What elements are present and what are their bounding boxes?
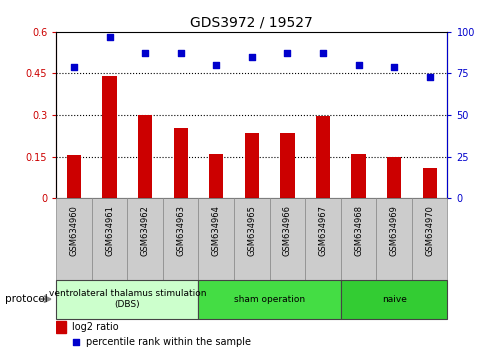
Point <box>283 51 291 56</box>
Point <box>70 64 78 70</box>
Point <box>105 34 113 40</box>
Bar <box>92 198 127 280</box>
Bar <box>422 168 436 198</box>
Bar <box>198 198 234 280</box>
Bar <box>305 198 340 280</box>
Point <box>212 62 220 68</box>
Bar <box>269 198 305 280</box>
Bar <box>351 154 365 198</box>
Bar <box>198 280 340 319</box>
Bar <box>340 280 447 319</box>
Text: GSM634964: GSM634964 <box>211 205 220 256</box>
Bar <box>280 133 294 198</box>
Text: log2 ratio: log2 ratio <box>72 321 118 332</box>
Text: percentile rank within the sample: percentile rank within the sample <box>85 337 250 348</box>
Bar <box>209 154 223 198</box>
Bar <box>173 127 187 198</box>
Text: protocol: protocol <box>5 294 47 304</box>
Bar <box>67 155 81 198</box>
Point <box>72 340 80 346</box>
Text: GSM634965: GSM634965 <box>247 205 256 256</box>
Bar <box>163 198 198 280</box>
Text: GSM634966: GSM634966 <box>283 205 291 256</box>
Point <box>318 51 326 56</box>
Text: GSM634961: GSM634961 <box>105 205 114 256</box>
Bar <box>315 116 329 198</box>
Bar <box>56 321 66 333</box>
Text: GSM634960: GSM634960 <box>69 205 79 256</box>
Bar <box>244 133 259 198</box>
Point <box>389 64 397 70</box>
Text: GSM634969: GSM634969 <box>389 205 398 256</box>
Bar <box>127 198 163 280</box>
Text: ventrolateral thalamus stimulation
(DBS): ventrolateral thalamus stimulation (DBS) <box>48 290 205 309</box>
Bar <box>56 280 198 319</box>
Text: naive: naive <box>381 295 406 304</box>
Text: GSM634962: GSM634962 <box>141 205 149 256</box>
Title: GDS3972 / 19527: GDS3972 / 19527 <box>190 15 313 29</box>
Point <box>141 51 149 56</box>
Point <box>177 51 184 56</box>
Text: GSM634963: GSM634963 <box>176 205 185 256</box>
Bar <box>411 198 447 280</box>
Text: GSM634968: GSM634968 <box>353 205 362 256</box>
Bar <box>340 198 376 280</box>
Point <box>425 74 433 80</box>
Point <box>247 54 255 59</box>
Bar <box>376 198 411 280</box>
Bar <box>56 198 92 280</box>
Bar <box>102 76 117 198</box>
Text: GSM634967: GSM634967 <box>318 205 327 256</box>
Text: sham operation: sham operation <box>234 295 305 304</box>
Bar <box>138 115 152 198</box>
Text: GSM634970: GSM634970 <box>424 205 433 256</box>
Point <box>354 62 362 68</box>
Bar <box>234 198 269 280</box>
Bar <box>386 157 400 198</box>
